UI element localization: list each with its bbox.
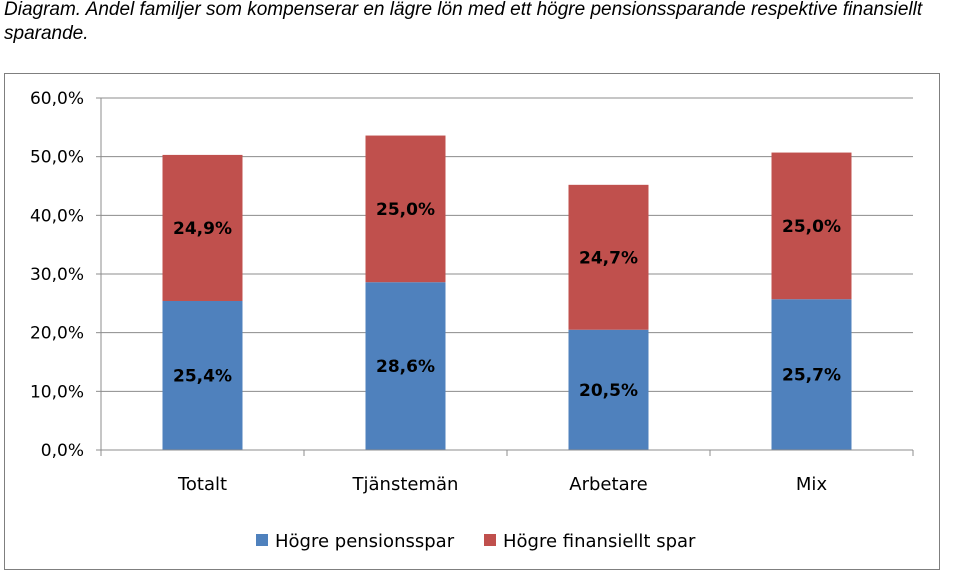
- y-tick-label: 10,0%: [30, 382, 84, 402]
- data-label: 25,7%: [782, 366, 841, 386]
- x-axis: Totalt Tjänstemän Arbetare Mix: [101, 450, 913, 495]
- y-tick-label: 40,0%: [30, 206, 84, 226]
- legend: Högre pensionsspar Högre finansiellt spar: [256, 531, 696, 552]
- x-category-label: Totalt: [177, 474, 227, 495]
- legend-swatch: [256, 534, 268, 546]
- data-label: 20,5%: [579, 381, 638, 401]
- data-label: 24,9%: [173, 219, 232, 239]
- x-category-label: Tjänstemän: [352, 474, 459, 495]
- data-label: 25,0%: [376, 200, 435, 220]
- x-category-label: Arbetare: [569, 474, 647, 495]
- data-label: 25,4%: [173, 366, 232, 386]
- data-label: 28,6%: [376, 357, 435, 377]
- data-label: 24,7%: [579, 248, 638, 268]
- legend-swatch: [484, 534, 496, 546]
- y-tick-label: 50,0%: [30, 148, 84, 168]
- legend-label: Högre pensionsspar: [275, 531, 455, 552]
- y-tick-label: 0,0%: [41, 441, 84, 461]
- bars: 25,4% 24,9% 28,6% 25,0% 20,5% 24,7% 25,7% 25,0%: [163, 136, 852, 450]
- x-category-label: Mix: [796, 474, 828, 495]
- y-axis: 0,0% 10,0% 20,0% 30,0% 40,0% 50,0% 60,0%: [30, 89, 101, 461]
- y-tick-label: 30,0%: [30, 265, 84, 285]
- legend-label: Högre finansiellt spar: [503, 531, 696, 552]
- y-tick-label: 60,0%: [30, 89, 84, 109]
- y-tick-label: 20,0%: [30, 324, 84, 344]
- data-label: 25,0%: [782, 217, 841, 237]
